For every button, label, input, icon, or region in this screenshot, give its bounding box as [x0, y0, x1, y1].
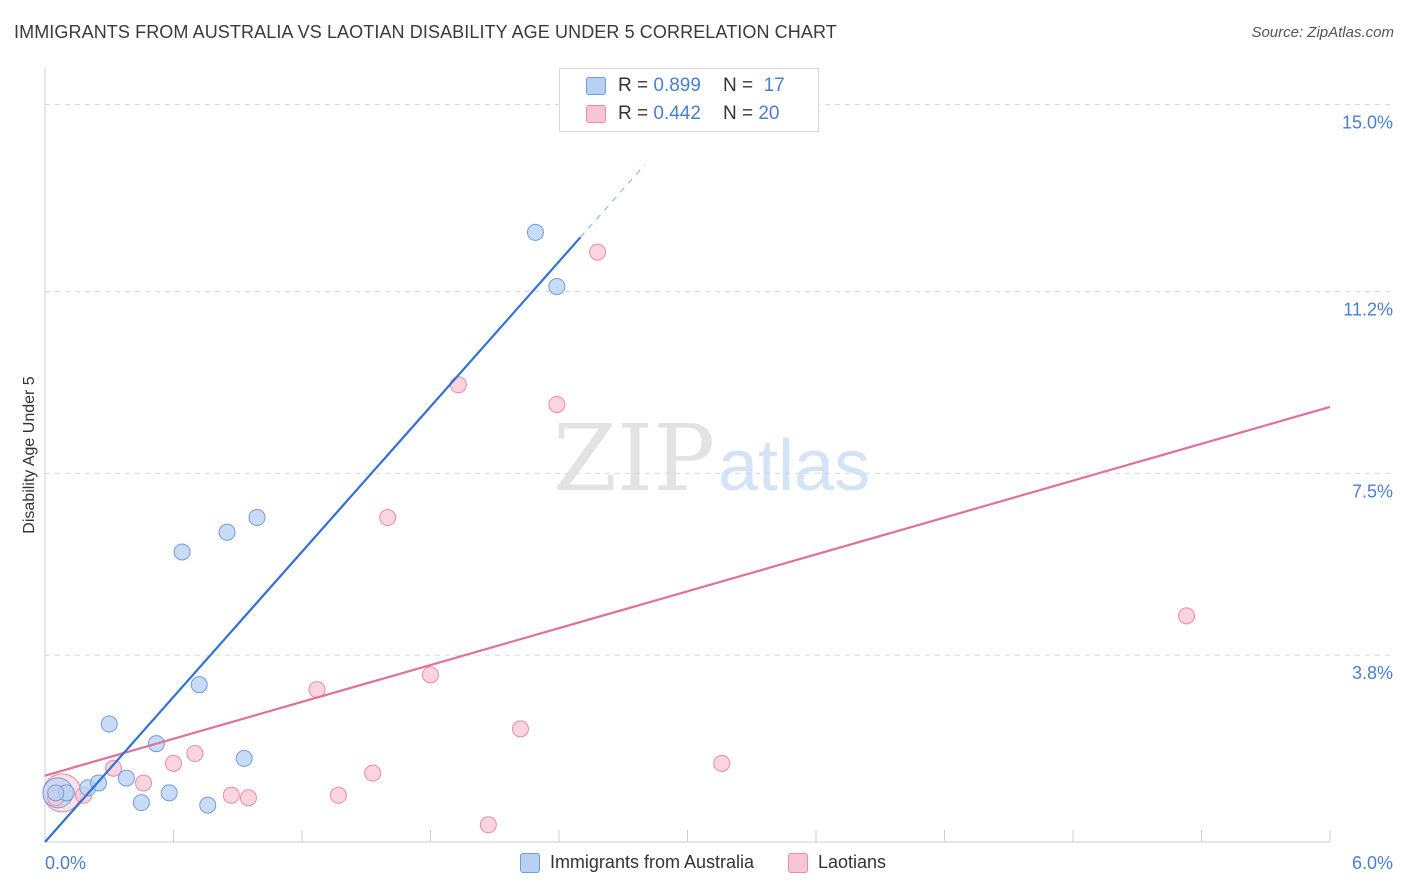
legend-r-value: 0.899: [653, 75, 701, 96]
legend-row-laotians: R = 0.442 N = 20: [586, 101, 779, 127]
legend-item-laotians: Laotians: [788, 852, 886, 873]
data-point-laotians: [165, 754, 182, 772]
legend-r-label: R =: [618, 103, 649, 124]
chart-title: IMMIGRANTS FROM AUSTRALIA VS LAOTIAN DIS…: [14, 22, 837, 42]
x-tick-label: 0.0%: [45, 853, 86, 873]
data-point-laotians: [105, 759, 123, 777]
data-point-australia: [190, 676, 208, 694]
data-point-australia: [526, 223, 544, 241]
legend-swatch-blue: [586, 77, 606, 95]
data-point-laotians: [379, 509, 397, 527]
data-point-australia: [160, 784, 178, 802]
data-point-laotians: [239, 789, 257, 807]
trend-line-laotians: [44, 405, 1331, 777]
data-point-laotians: [186, 745, 204, 763]
data-point-laotians: [329, 786, 347, 804]
legend-n-value: 20: [758, 103, 780, 124]
data-point-laotians: [589, 243, 607, 261]
legend-swatch-blue: [519, 852, 540, 873]
watermark-atlas: atlas: [718, 426, 870, 506]
legend-r-label: R =: [618, 75, 649, 96]
data-point-laotians: [364, 764, 382, 782]
data-point-australia: [117, 769, 135, 787]
y-tick-label: 3.8%: [1352, 663, 1393, 683]
data-point-australia: [248, 509, 266, 527]
data-point-australia: [235, 749, 253, 767]
data-point-australia: [548, 277, 566, 295]
legend-label-australia: Immigrants from Australia: [549, 852, 754, 872]
y-tick-label: 11.2%: [1343, 299, 1393, 319]
data-point-australia: [173, 543, 191, 561]
data-point-australia: [218, 523, 236, 541]
data-point-laotians: [713, 754, 731, 772]
trend-line-australia-extension: [579, 164, 646, 238]
legend-n-label: N =: [722, 75, 754, 96]
legend-n-value: 17: [763, 75, 785, 96]
legend-row-australia: R = 0.899 N = 17: [586, 73, 785, 99]
data-point-australia: [132, 794, 150, 812]
data-point-australia: [100, 715, 118, 733]
bottom-legend: Immigrants from Australia Laotians: [0, 852, 1406, 873]
y-tick-label: 15.0%: [1342, 113, 1393, 133]
data-point-laotians: [511, 720, 529, 738]
data-point-laotians: [422, 666, 439, 684]
x-tick-label: 6.0%: [1352, 853, 1393, 873]
data-point-laotians: [1178, 607, 1196, 625]
legend-label-laotians: Laotians: [818, 852, 887, 872]
correlation-legend: R = 0.899 N = 17 R = 0.442 N = 20: [559, 68, 819, 132]
data-point-laotians: [449, 376, 467, 394]
legend-r-value: 0.442: [653, 103, 701, 124]
legend-swatch-pink: [788, 852, 808, 873]
legend-n-label: N =: [722, 103, 754, 124]
trend-line-australia: [44, 236, 582, 843]
data-point-laotians: [135, 774, 153, 792]
y-tick-label: 7.5%: [1352, 481, 1393, 501]
legend-swatch-pink: [586, 105, 606, 123]
data-point-australia: [47, 784, 65, 802]
data-point-australia: [199, 796, 217, 814]
source-label: Source: ZipAtlas.com: [1251, 24, 1394, 41]
data-point-laotians: [222, 786, 240, 804]
legend-item-australia: Immigrants from Australia: [519, 852, 754, 873]
data-point-laotians: [479, 816, 497, 834]
data-point-laotians: [548, 395, 566, 413]
watermark-zip: ZIP: [553, 405, 715, 512]
